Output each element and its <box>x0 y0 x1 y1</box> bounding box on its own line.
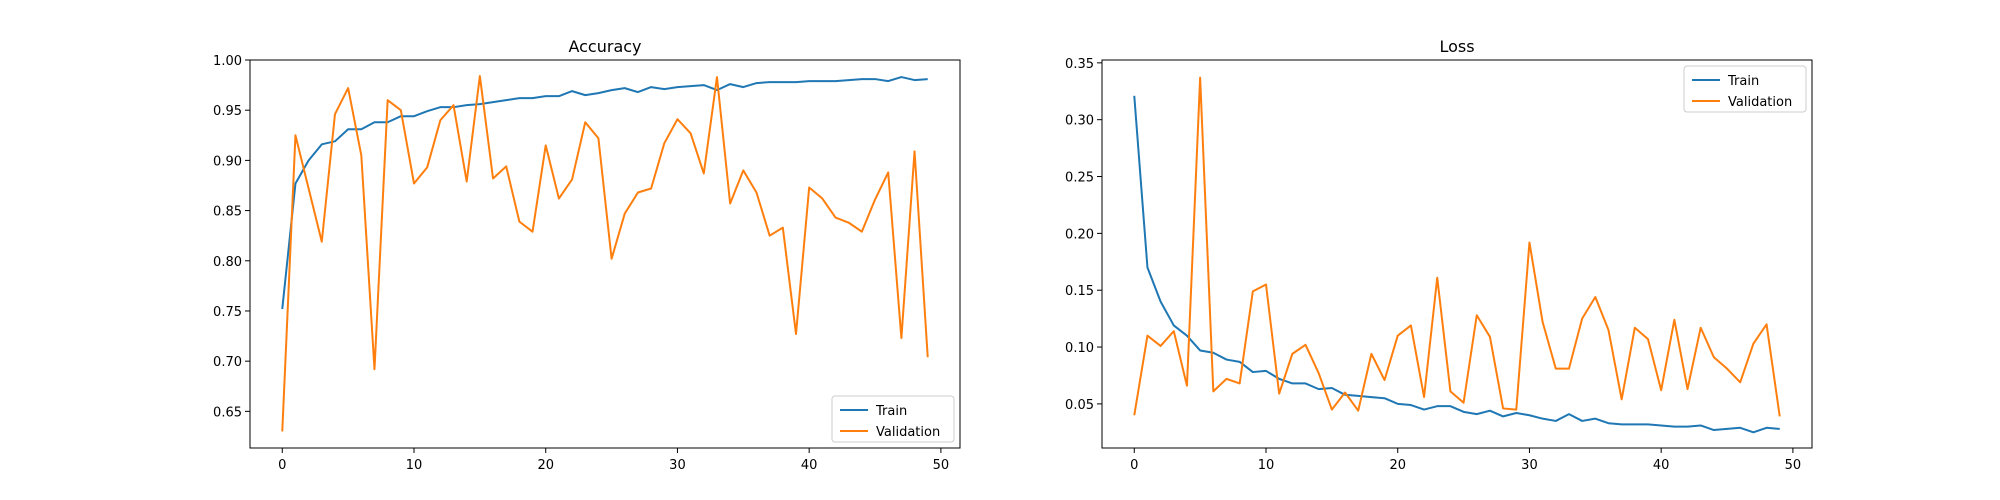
loss-validation-line <box>1133 76 1781 417</box>
loss-y-tick-label: 0.15 <box>1065 284 1094 299</box>
loss-panel: Loss 0 10 20 30 40 50 0.05 0.10 0.15 0.20 0.25 0.30 0… <box>1065 37 1813 473</box>
loss-x-tick-label: 40 <box>1653 458 1670 473</box>
loss-y-tick-label: 0.30 <box>1065 114 1094 129</box>
loss-x-tick-label: 10 <box>1258 458 1275 473</box>
accuracy-y-tick-label: 0.70 <box>213 355 242 370</box>
loss-x-tick-label: 0 <box>1130 458 1138 473</box>
accuracy-y-tick-label: 0.80 <box>213 255 242 270</box>
accuracy-y-tick-label: 0.90 <box>213 154 242 169</box>
accuracy-y-tick-label: 0.75 <box>213 305 242 320</box>
accuracy-panel: Accuracy 0 10 20 30 40 50 0.65 0.70 0.75 0.80 0.85 0… <box>213 37 961 473</box>
accuracy-legend-validation-label: Validation <box>876 425 940 440</box>
loss-x-tick-label: 20 <box>1389 458 1406 473</box>
loss-y-tick-label: 0.20 <box>1065 227 1094 242</box>
accuracy-x-tick-label: 50 <box>933 458 950 473</box>
loss-y-tick-label: 0.35 <box>1065 57 1094 72</box>
loss-legend-train-label: Train <box>1727 74 1759 89</box>
loss-y-tick-label: 0.10 <box>1065 341 1094 356</box>
loss-x-tick-label: 30 <box>1521 458 1538 473</box>
loss-axes-frame <box>1101 59 1813 449</box>
loss-legend: Train Validation <box>1683 65 1807 113</box>
accuracy-y-tick-label: 0.65 <box>213 405 242 420</box>
accuracy-x-tick-label: 0 <box>278 458 286 473</box>
accuracy-x-tick-label: 10 <box>406 458 423 473</box>
accuracy-train-line <box>281 76 928 310</box>
accuracy-legend-train-label: Train <box>875 404 907 419</box>
accuracy-x-tick-label: 20 <box>537 458 554 473</box>
accuracy-y-tick-label: 0.95 <box>213 104 242 119</box>
accuracy-axes-frame <box>249 59 961 449</box>
loss-y-tick-label: 0.05 <box>1065 398 1094 413</box>
loss-y-tick-label: 0.25 <box>1065 171 1094 186</box>
accuracy-validation-line <box>281 75 929 432</box>
loss-x-tick-label: 50 <box>1785 458 1802 473</box>
accuracy-x-tick-label: 30 <box>669 458 686 473</box>
loss-legend-validation-label: Validation <box>1728 95 1792 110</box>
accuracy-legend: Train Validation <box>831 395 955 443</box>
accuracy-title: Accuracy <box>568 37 641 56</box>
loss-title: Loss <box>1439 37 1474 56</box>
accuracy-y-tick-label: 1.00 <box>213 54 242 69</box>
accuracy-x-tick-label: 40 <box>801 458 818 473</box>
accuracy-y-tick-label: 0.85 <box>213 205 242 220</box>
